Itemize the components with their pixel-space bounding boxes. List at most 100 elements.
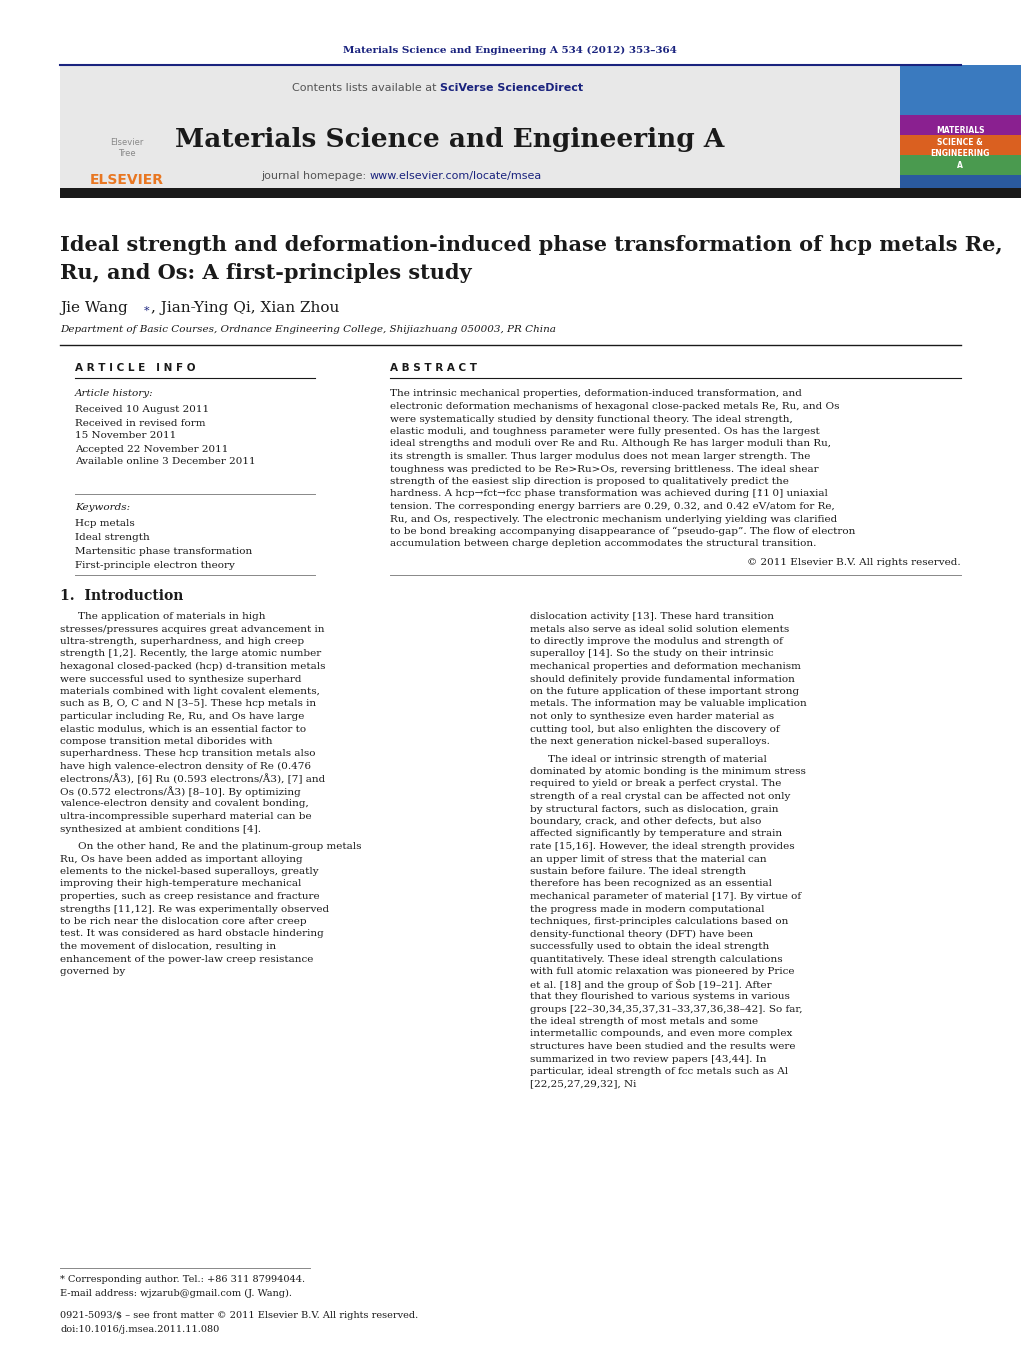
- Text: First-principle electron theory: First-principle electron theory: [75, 561, 235, 570]
- Text: Received in revised form: Received in revised form: [75, 419, 205, 427]
- Text: Materials Science and Engineering A 534 (2012) 353–364: Materials Science and Engineering A 534 …: [343, 46, 677, 54]
- Bar: [62, 70, 192, 190]
- Text: an upper limit of stress that the material can: an upper limit of stress that the materi…: [530, 854, 767, 863]
- Text: Available online 3 December 2011: Available online 3 December 2011: [75, 458, 255, 466]
- Text: [22,25,27,29,32], Ni: [22,25,27,29,32], Ni: [530, 1079, 636, 1089]
- Text: ultra-strength, superhardness, and high creep: ultra-strength, superhardness, and high …: [60, 638, 304, 646]
- Text: hardness. A hcp→fct→fcc phase transformation was achieved during [1̒1 0] uniaxia: hardness. A hcp→fct→fcc phase transforma…: [390, 489, 828, 499]
- Text: the movement of dislocation, resulting in: the movement of dislocation, resulting i…: [60, 942, 276, 951]
- Text: Materials Science and Engineering A: Materials Science and Engineering A: [176, 127, 725, 153]
- Text: Accepted 22 November 2011: Accepted 22 November 2011: [75, 444, 229, 454]
- Text: 1.  Introduction: 1. Introduction: [60, 589, 184, 604]
- Text: The application of materials in high: The application of materials in high: [78, 612, 265, 621]
- Text: techniques, first-principles calculations based on: techniques, first-principles calculation…: [530, 917, 788, 925]
- Text: to be bond breaking accompanying disappearance of “pseudo-gap”. The flow of elec: to be bond breaking accompanying disappe…: [390, 527, 856, 536]
- Text: such as B, O, C and N [3–5]. These hcp metals in: such as B, O, C and N [3–5]. These hcp m…: [60, 700, 317, 708]
- Text: SciVerse ScienceDirect: SciVerse ScienceDirect: [440, 82, 583, 93]
- Text: structures have been studied and the results were: structures have been studied and the res…: [530, 1042, 795, 1051]
- Text: groups [22–30,34,35,37,31–33,37,36,38–42]. So far,: groups [22–30,34,35,37,31–33,37,36,38–42…: [530, 1005, 803, 1013]
- Text: particular including Re, Ru, and Os have large: particular including Re, Ru, and Os have…: [60, 712, 304, 721]
- Text: by structural factors, such as dislocation, grain: by structural factors, such as dislocati…: [530, 804, 778, 813]
- Text: mechanical properties and deformation mechanism: mechanical properties and deformation me…: [530, 662, 800, 671]
- Text: therefore has been recognized as an essential: therefore has been recognized as an esse…: [530, 880, 772, 889]
- Text: rate [15,16]. However, the ideal strength provides: rate [15,16]. However, the ideal strengt…: [530, 842, 794, 851]
- Text: Os (0.572 electrons/Å3) [8–10]. By optimizing: Os (0.572 electrons/Å3) [8–10]. By optim…: [60, 786, 301, 797]
- Text: ultra-incompressible superhard material can be: ultra-incompressible superhard material …: [60, 812, 311, 821]
- Bar: [900, 115, 1021, 135]
- Text: dislocation activity [13]. These hard transition: dislocation activity [13]. These hard tr…: [530, 612, 774, 621]
- Text: enhancement of the power-law creep resistance: enhancement of the power-law creep resis…: [60, 955, 313, 963]
- Text: valence-electron density and covalent bonding,: valence-electron density and covalent bo…: [60, 800, 308, 808]
- Text: On the other hand, Re and the platinum-group metals: On the other hand, Re and the platinum-g…: [78, 842, 361, 851]
- Text: www.elsevier.com/locate/msea: www.elsevier.com/locate/msea: [370, 172, 542, 181]
- Text: boundary, crack, and other defects, but also: boundary, crack, and other defects, but …: [530, 817, 762, 825]
- Text: elements to the nickel-based superalloys, greatly: elements to the nickel-based superalloys…: [60, 867, 319, 875]
- Text: strength [1,2]. Recently, the large atomic number: strength [1,2]. Recently, the large atom…: [60, 650, 322, 658]
- Text: strengths [11,12]. Re was experimentally observed: strengths [11,12]. Re was experimentally…: [60, 905, 329, 913]
- Text: cutting tool, but also enlighten the discovery of: cutting tool, but also enlighten the dis…: [530, 724, 780, 734]
- Text: Keywords:: Keywords:: [75, 504, 130, 512]
- Text: *: *: [144, 305, 150, 316]
- Text: Ru, Os have been added as important alloying: Ru, Os have been added as important allo…: [60, 854, 302, 863]
- Text: strength of the easiest slip direction is proposed to qualitatively predict the: strength of the easiest slip direction i…: [390, 477, 789, 486]
- Text: accumulation between charge depletion accommodates the structural transition.: accumulation between charge depletion ac…: [390, 539, 817, 549]
- Text: Jie Wang: Jie Wang: [60, 301, 128, 315]
- Text: the ideal strength of most metals and some: the ideal strength of most metals and so…: [530, 1017, 759, 1025]
- Bar: [900, 176, 1021, 195]
- Text: Article history:: Article history:: [75, 389, 153, 399]
- Text: metals. The information may be valuable implication: metals. The information may be valuable …: [530, 700, 807, 708]
- Text: metals also serve as ideal solid solution elements: metals also serve as ideal solid solutio…: [530, 624, 789, 634]
- Text: compose transition metal diborides with: compose transition metal diborides with: [60, 738, 273, 746]
- Text: 0921-5093/$ – see front matter © 2011 Elsevier B.V. All rights reserved.: 0921-5093/$ – see front matter © 2011 El…: [60, 1312, 419, 1320]
- Text: properties, such as creep resistance and fracture: properties, such as creep resistance and…: [60, 892, 320, 901]
- Text: A R T I C L E   I N F O: A R T I C L E I N F O: [75, 363, 195, 373]
- Text: affected significantly by temperature and strain: affected significantly by temperature an…: [530, 830, 782, 839]
- Text: particular, ideal strength of fcc metals such as Al: particular, ideal strength of fcc metals…: [530, 1067, 788, 1075]
- Text: were systematically studied by density functional theory. The ideal strength,: were systematically studied by density f…: [390, 415, 792, 423]
- Text: the progress made in modern computational: the progress made in modern computationa…: [530, 905, 765, 913]
- Text: MATERIALS
SCIENCE &
ENGINEERING
A: MATERIALS SCIENCE & ENGINEERING A: [930, 126, 989, 170]
- Text: The intrinsic mechanical properties, deformation-induced transformation, and: The intrinsic mechanical properties, def…: [390, 389, 801, 399]
- Bar: [900, 135, 1021, 155]
- Text: Department of Basic Courses, Ordnance Engineering College, Shijiazhuang 050003, : Department of Basic Courses, Ordnance En…: [60, 326, 555, 335]
- Text: not only to synthesize even harder material as: not only to synthesize even harder mater…: [530, 712, 774, 721]
- Text: superhardness. These hcp transition metals also: superhardness. These hcp transition meta…: [60, 750, 315, 758]
- Text: summarized in two review papers [43,44]. In: summarized in two review papers [43,44].…: [530, 1055, 767, 1063]
- Text: Martensitic phase transformation: Martensitic phase transformation: [75, 547, 252, 555]
- Text: Ru, and Os, respectively. The electronic mechanism underlying yielding was clari: Ru, and Os, respectively. The electronic…: [390, 515, 837, 523]
- Text: * Corresponding author. Tel.: +86 311 87994044.: * Corresponding author. Tel.: +86 311 87…: [60, 1275, 305, 1285]
- Text: electrons/Å3), [6] Ru (0.593 electrons/Å3), [7] and: electrons/Å3), [6] Ru (0.593 electrons/Å…: [60, 774, 326, 785]
- Text: to directly improve the modulus and strength of: to directly improve the modulus and stre…: [530, 638, 783, 646]
- Bar: [60, 188, 1021, 199]
- Text: © 2011 Elsevier B.V. All rights reserved.: © 2011 Elsevier B.V. All rights reserved…: [747, 558, 961, 567]
- Text: , Jian-Ying Qi, Xian Zhou: , Jian-Ying Qi, Xian Zhou: [151, 301, 339, 315]
- Text: elastic modulus, which is an essential factor to: elastic modulus, which is an essential f…: [60, 724, 306, 734]
- Text: density-functional theory (DFT) have been: density-functional theory (DFT) have bee…: [530, 929, 753, 939]
- Text: Elsevier
Tree: Elsevier Tree: [110, 138, 144, 158]
- Text: Received 10 August 2011: Received 10 August 2011: [75, 405, 209, 415]
- Text: journal homepage:: journal homepage:: [261, 172, 370, 181]
- Text: materials combined with light covalent elements,: materials combined with light covalent e…: [60, 688, 320, 696]
- Text: the next generation nickel-based superalloys.: the next generation nickel-based superal…: [530, 738, 770, 746]
- Text: governed by: governed by: [60, 967, 126, 975]
- Text: A B S T R A C T: A B S T R A C T: [390, 363, 477, 373]
- Text: ideal strengths and moduli over Re and Ru. Although Re has larger moduli than Ru: ideal strengths and moduli over Re and R…: [390, 439, 831, 449]
- Text: Ideal strength and deformation-induced phase transformation of hcp metals Re,: Ideal strength and deformation-induced p…: [60, 235, 1003, 255]
- Text: that they flourished to various systems in various: that they flourished to various systems …: [530, 992, 790, 1001]
- Bar: [60, 65, 900, 195]
- Text: ELSEVIER: ELSEVIER: [90, 173, 164, 186]
- Text: improving their high-temperature mechanical: improving their high-temperature mechani…: [60, 880, 301, 889]
- Text: stresses/pressures acquires great advancement in: stresses/pressures acquires great advanc…: [60, 624, 325, 634]
- Text: its strength is smaller. Thus larger modulus does not mean larger strength. The: its strength is smaller. Thus larger mod…: [390, 453, 811, 461]
- Text: were successful used to synthesize superhard: were successful used to synthesize super…: [60, 674, 301, 684]
- Text: toughness was predicted to be Re>Ru>Os, reversing brittleness. The ideal shear: toughness was predicted to be Re>Ru>Os, …: [390, 465, 819, 473]
- Text: doi:10.1016/j.msea.2011.11.080: doi:10.1016/j.msea.2011.11.080: [60, 1324, 220, 1333]
- Text: superalloy [14]. So the study on their intrinsic: superalloy [14]. So the study on their i…: [530, 650, 774, 658]
- Bar: [900, 65, 1021, 195]
- Text: electronic deformation mechanisms of hexagonal close-packed metals Re, Ru, and O: electronic deformation mechanisms of hex…: [390, 403, 839, 411]
- Text: tension. The corresponding energy barriers are 0.29, 0.32, and 0.42 eV/atom for : tension. The corresponding energy barrie…: [390, 503, 835, 511]
- Text: intermetallic compounds, and even more complex: intermetallic compounds, and even more c…: [530, 1029, 792, 1039]
- Text: Contents lists available at: Contents lists available at: [292, 82, 440, 93]
- Text: quantitatively. These ideal strength calculations: quantitatively. These ideal strength cal…: [530, 955, 783, 963]
- Text: The ideal or intrinsic strength of material: The ideal or intrinsic strength of mater…: [548, 754, 767, 763]
